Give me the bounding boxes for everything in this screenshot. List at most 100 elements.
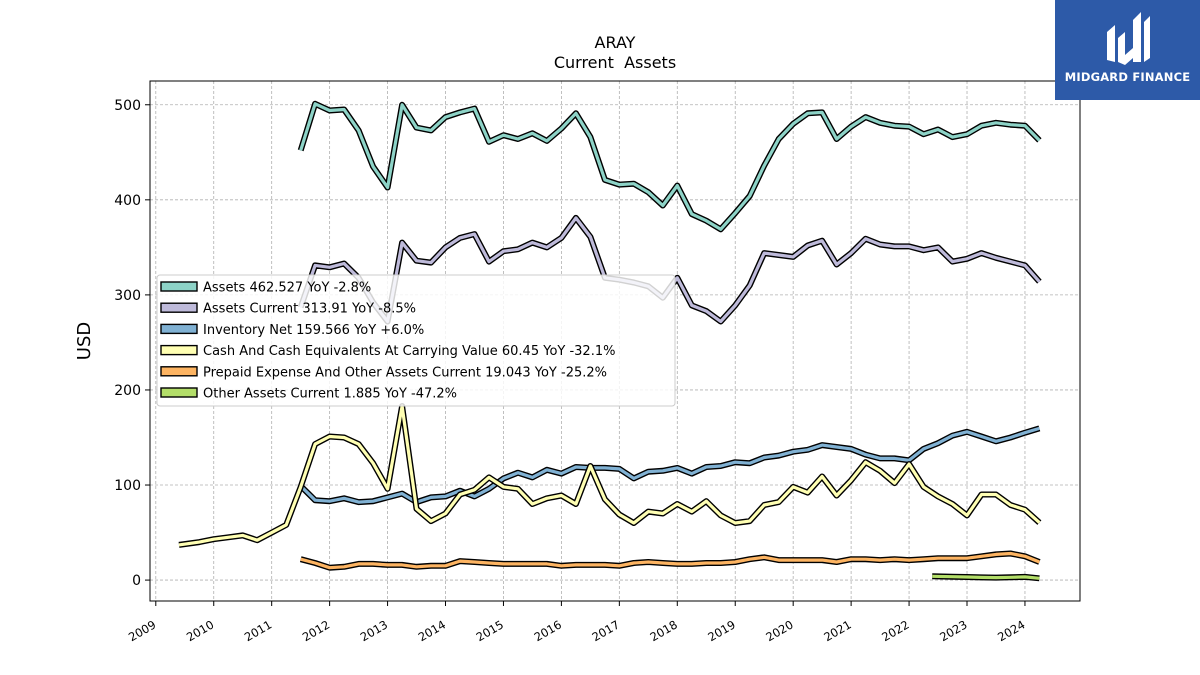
- data-point: [371, 164, 376, 169]
- data-point: [762, 555, 767, 560]
- data-point: [863, 460, 868, 465]
- data-point: [602, 497, 607, 502]
- data-point: [429, 519, 434, 524]
- data-point: [747, 557, 752, 562]
- data-point: [907, 244, 912, 249]
- series-layer: [177, 100, 1042, 582]
- data-point: [805, 558, 810, 563]
- data-point: [878, 120, 883, 125]
- data-point: [733, 521, 738, 526]
- data-point: [791, 558, 796, 563]
- series-5: [932, 573, 1040, 582]
- data-point: [327, 434, 332, 439]
- data-point: [1008, 575, 1013, 580]
- data-point: [429, 128, 434, 133]
- data-point: [849, 557, 854, 562]
- data-point: [1023, 263, 1028, 268]
- data-point: [747, 194, 752, 199]
- data-point: [327, 565, 332, 570]
- data-point: [443, 511, 448, 516]
- data-point: [747, 519, 752, 524]
- data-point: [805, 447, 810, 452]
- data-point: [965, 429, 970, 434]
- data-point: [791, 449, 796, 454]
- data-point: [704, 465, 709, 470]
- data-point: [718, 227, 723, 232]
- legend-label: Prepaid Expense And Other Assets Current…: [203, 365, 607, 380]
- data-point: [776, 253, 781, 258]
- data-point: [892, 481, 897, 486]
- data-point: [544, 138, 549, 143]
- x-tick-label: 2021: [821, 617, 853, 644]
- data-point: [1037, 560, 1042, 565]
- data-point: [660, 561, 665, 566]
- data-point: [907, 462, 912, 467]
- x-tick-label: 2014: [416, 617, 448, 644]
- data-point: [197, 540, 202, 545]
- data-point: [979, 434, 984, 439]
- data-point: [892, 557, 897, 562]
- data-point: [530, 561, 535, 566]
- data-point: [573, 502, 578, 507]
- data-point: [1008, 435, 1013, 440]
- data-point: [936, 441, 941, 446]
- data-point: [515, 486, 520, 491]
- data-point: [791, 254, 796, 259]
- data-point: [907, 124, 912, 129]
- data-point: [472, 560, 477, 565]
- data-point: [646, 190, 651, 195]
- data-point: [921, 446, 926, 451]
- y-tick-label: 300: [114, 288, 141, 304]
- data-point: [762, 251, 767, 256]
- data-point: [458, 235, 463, 240]
- data-point: [443, 245, 448, 250]
- series-line: [300, 551, 1040, 570]
- data-point: [487, 139, 492, 144]
- legend-label: Cash And Cash Equivalents At Carrying Va…: [203, 344, 615, 359]
- data-point: [588, 562, 593, 567]
- data-point: [342, 107, 347, 112]
- data-point: [414, 506, 419, 511]
- y-tick-label: 400: [114, 193, 141, 209]
- data-point: [733, 460, 738, 465]
- data-point: [617, 512, 622, 517]
- data-point: [617, 563, 622, 568]
- data-point: [400, 491, 405, 496]
- data-point: [298, 148, 303, 153]
- data-point: [747, 283, 752, 288]
- data-point: [400, 102, 405, 107]
- data-point: [356, 561, 361, 566]
- data-point: [385, 562, 390, 567]
- data-point: [177, 542, 182, 547]
- data-point: [1023, 430, 1028, 435]
- legend-swatch: [160, 366, 198, 377]
- data-point: [834, 262, 839, 267]
- data-point: [805, 243, 810, 248]
- data-point: [733, 211, 738, 216]
- data-point: [660, 203, 665, 208]
- data-point: [573, 465, 578, 470]
- data-point: [487, 486, 492, 491]
- legend-swatch: [160, 323, 198, 335]
- series-line: [932, 574, 1040, 580]
- x-tick-label: 2015: [474, 617, 506, 644]
- data-point: [559, 235, 564, 240]
- data-point: [1037, 279, 1042, 284]
- data-point: [820, 443, 825, 448]
- data-point: [588, 135, 593, 140]
- data-point: [936, 127, 941, 132]
- data-point: [921, 132, 926, 137]
- data-point: [950, 574, 955, 579]
- data-point: [878, 456, 883, 461]
- data-point: [689, 303, 694, 308]
- data-point: [313, 263, 318, 268]
- data-point: [371, 461, 376, 466]
- data-point: [689, 471, 694, 476]
- chart-title: ARAY: [595, 33, 636, 52]
- data-point: [863, 557, 868, 562]
- data-point: [762, 163, 767, 168]
- data-point: [559, 126, 564, 131]
- data-point: [660, 468, 665, 473]
- data-point: [863, 115, 868, 120]
